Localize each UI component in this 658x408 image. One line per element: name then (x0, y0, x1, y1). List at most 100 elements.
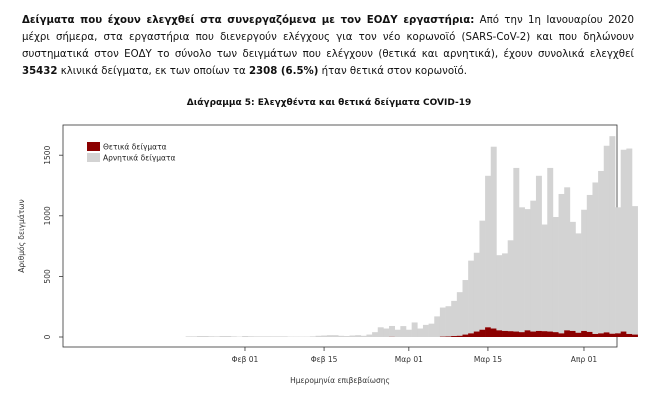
y-tick-label: 0 (43, 334, 52, 339)
bar-negative (219, 336, 226, 337)
bar-negative (276, 336, 282, 337)
x-tick-label: Μαρ 01 (395, 355, 423, 364)
bar-negative (309, 336, 316, 337)
bar-negative (366, 334, 373, 337)
bar-negative (355, 335, 362, 337)
legend-swatch (87, 153, 100, 162)
summary-text-1: Από την 1η Ιανουαρίου 2020 μέχρι σήμερα,… (22, 15, 634, 60)
x-tick-label: Φεβ 15 (311, 355, 338, 364)
bar-negative (270, 336, 277, 337)
bar-negative (213, 336, 220, 337)
bar-positive (620, 331, 627, 337)
bar-negative (558, 193, 565, 334)
y-tick-label: 1500 (43, 145, 52, 164)
x-axis-label: Ημερομηνία επιβεβαίωσης (290, 376, 390, 385)
bar-negative (428, 323, 435, 337)
bar-negative (422, 324, 429, 337)
bar-negative (575, 233, 582, 333)
bar-negative (541, 224, 548, 332)
positive-samples: 2308 (6.5%) (248, 66, 319, 77)
bar-positive (535, 330, 542, 337)
bar-negative (372, 332, 379, 337)
bar-negative (315, 335, 322, 337)
bar-negative (502, 253, 508, 331)
bar-negative (456, 292, 463, 336)
bar-negative (586, 194, 593, 332)
summary-text-3: ήταν θετικά στον κορωνοϊό. (318, 66, 468, 77)
bar-positive (626, 333, 633, 337)
bar-positive (581, 330, 588, 337)
bar-negative (377, 327, 384, 337)
bar-negative (513, 167, 520, 332)
bar-negative (417, 328, 424, 337)
bar-negative (451, 300, 458, 337)
bar-negative (406, 329, 412, 337)
bar-negative (535, 175, 542, 331)
bar-positive (569, 330, 576, 337)
y-tick-label: 500 (43, 269, 52, 284)
bar-positive (609, 333, 616, 337)
chart-title: Διάγραμμα 5: Ελεγχθέντα και θετικά δείγμ… (186, 98, 472, 108)
bar-negative (225, 336, 232, 337)
bar-negative (496, 255, 503, 331)
bar-positive (502, 330, 508, 337)
bar-negative (592, 182, 599, 334)
bar-negative (603, 145, 610, 333)
bar-negative (485, 175, 492, 328)
bar-negative (620, 149, 627, 332)
bar-negative (581, 209, 588, 331)
bar-negative (439, 307, 446, 337)
bar-negative (609, 136, 616, 334)
bar-negative (196, 336, 203, 337)
bar-negative (259, 336, 266, 337)
bar-positive (496, 330, 503, 337)
bar-negative (360, 335, 367, 337)
bar-positive (586, 331, 593, 337)
bar-positive (513, 331, 520, 337)
bar-negative (349, 335, 356, 337)
bar-positive (485, 327, 492, 337)
bar-negative (383, 328, 390, 337)
bar-negative (445, 306, 452, 337)
bar-negative (626, 148, 633, 334)
bar-positive (552, 332, 559, 337)
x-tick-label: Απρ 01 (571, 355, 598, 364)
bar-negative (321, 335, 328, 337)
bar-negative (185, 336, 192, 337)
bar-positive (603, 332, 610, 337)
bar-negative (394, 329, 401, 337)
bar-positive (615, 333, 621, 337)
bar-positive (473, 331, 480, 337)
bar-positive (530, 331, 537, 337)
bar-negative (490, 146, 497, 329)
bar-positive (575, 332, 582, 337)
bar-negative (569, 221, 576, 331)
bar-negative (264, 336, 271, 337)
bar-negative (411, 322, 418, 337)
bar-positive (558, 333, 565, 337)
bar-negative (208, 336, 215, 337)
bar-negative (473, 252, 480, 332)
total-samples: 35432 (22, 66, 58, 77)
bar-positive (507, 331, 514, 337)
bar-negative (343, 336, 350, 337)
bar-negative (326, 335, 333, 337)
bar-negative (400, 326, 407, 337)
x-tick-label: Μαρ 15 (474, 355, 502, 364)
bar-positive (592, 333, 599, 337)
bar-negative (332, 335, 339, 337)
bar-positive (541, 331, 548, 337)
bar-negative (468, 260, 475, 334)
bar-positive (564, 330, 571, 337)
summary-lead: Δείγματα που έχουν ελεγχθεί στα συνεργαζ… (22, 15, 475, 26)
bar-positive (490, 328, 497, 337)
bar-negative (389, 325, 395, 337)
summary-text-2: κλινικά δείγματα, εκ των οποίων τα (57, 66, 249, 77)
bar-negative (552, 217, 559, 333)
bar-negative (191, 336, 198, 337)
bar-negative (202, 336, 209, 337)
bar-positive (598, 333, 605, 337)
bar-negative (519, 207, 525, 333)
